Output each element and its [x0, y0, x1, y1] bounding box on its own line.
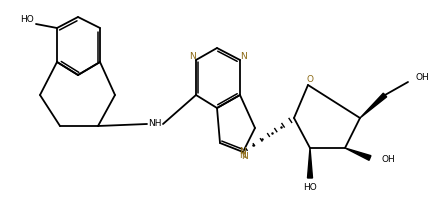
Text: N: N [241, 52, 247, 61]
Text: NH: NH [148, 120, 162, 128]
Text: HO: HO [20, 15, 34, 25]
Polygon shape [345, 148, 371, 160]
Text: OH: OH [416, 74, 430, 82]
Text: O: O [307, 74, 313, 84]
Text: OH: OH [382, 156, 396, 164]
Text: HO: HO [303, 183, 317, 192]
Polygon shape [360, 93, 387, 118]
Polygon shape [307, 148, 313, 178]
Text: N: N [239, 147, 246, 156]
Text: N: N [189, 52, 196, 61]
Text: N: N [239, 151, 246, 160]
Text: N: N [241, 152, 248, 161]
